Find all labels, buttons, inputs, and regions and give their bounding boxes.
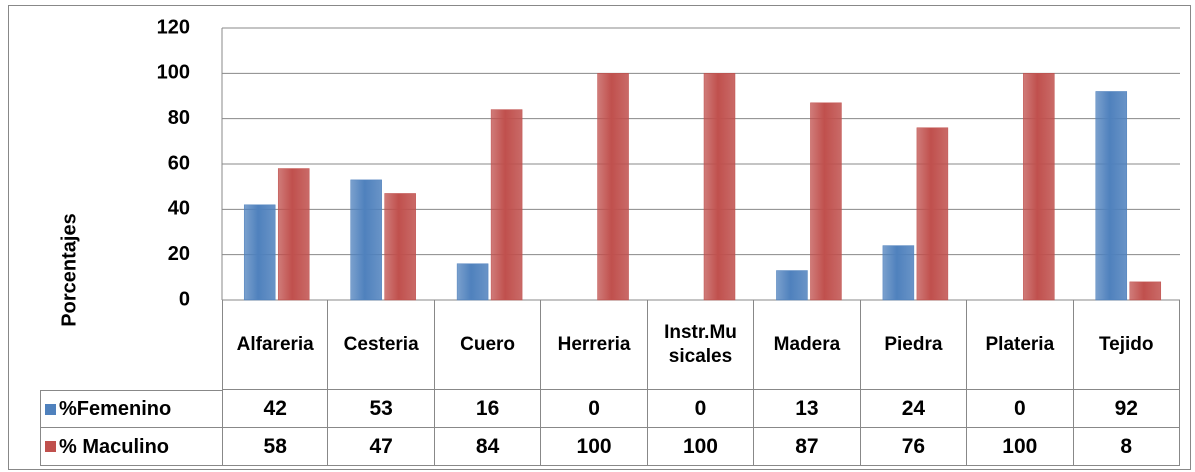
table-value: 24: [860, 390, 968, 428]
category-cell: Madera: [754, 300, 861, 390]
table-value: 92: [1073, 390, 1180, 428]
table-value: 84: [434, 428, 542, 466]
table-value: 0: [647, 390, 755, 428]
table-value: 0: [967, 390, 1074, 428]
table-value: 16: [434, 390, 542, 428]
y-tick-label: 120: [157, 16, 190, 38]
category-cell: Plateria: [967, 300, 1074, 390]
legend-label: %Femenino: [59, 398, 172, 420]
bar: [1023, 73, 1055, 301]
bar: [882, 245, 915, 301]
bar: [456, 263, 489, 301]
bar: [597, 73, 629, 301]
category-cell: Tejido: [1073, 300, 1180, 390]
table-value: 47: [328, 428, 435, 466]
category-cell: Herreria: [541, 300, 648, 390]
bar: [916, 127, 949, 301]
bar: [1129, 281, 1162, 301]
table-value: 58: [222, 428, 329, 466]
category-cell: Instr.Musicales: [647, 300, 755, 390]
table-value: 100: [967, 428, 1074, 466]
y-axis-title: Porcentajes: [58, 213, 80, 326]
legend-cell: %Femenino: [40, 390, 222, 428]
legend-key: [45, 403, 56, 415]
table-value: 42: [222, 390, 329, 428]
category-cell: Cesteria: [328, 300, 435, 390]
bar: [490, 109, 523, 301]
y-tick-label: 80: [168, 107, 190, 129]
table-value: 100: [541, 428, 648, 466]
bar: [277, 168, 310, 301]
category-cell: Cuero: [434, 300, 542, 390]
y-tick-label: 20: [168, 243, 190, 265]
bar: [703, 73, 736, 301]
table-value: 53: [328, 390, 435, 428]
table-value: 87: [754, 428, 861, 466]
bar: [810, 102, 842, 301]
table-value: 0: [541, 390, 648, 428]
y-tick-label: 0: [179, 288, 190, 310]
bar: [350, 179, 382, 301]
y-tick-label: 40: [168, 198, 190, 220]
table-value: 13: [754, 390, 861, 428]
legend-cell: % Maculino: [40, 428, 222, 466]
table-value: 100: [647, 428, 755, 466]
bar: [1095, 91, 1128, 301]
bar: [384, 193, 416, 301]
y-tick-label: 100: [157, 62, 190, 84]
category-cell: Alfareria: [222, 300, 329, 390]
bar: [776, 270, 808, 301]
legend-key: [45, 441, 56, 452]
bar: [243, 204, 276, 301]
chart-border: [8, 5, 1191, 470]
y-tick-label: 60: [168, 152, 190, 174]
table-value: 76: [860, 428, 968, 466]
legend-label: % Maculino: [59, 435, 170, 458]
category-cell: Piedra: [860, 300, 968, 390]
table-value: 8: [1073, 428, 1180, 466]
